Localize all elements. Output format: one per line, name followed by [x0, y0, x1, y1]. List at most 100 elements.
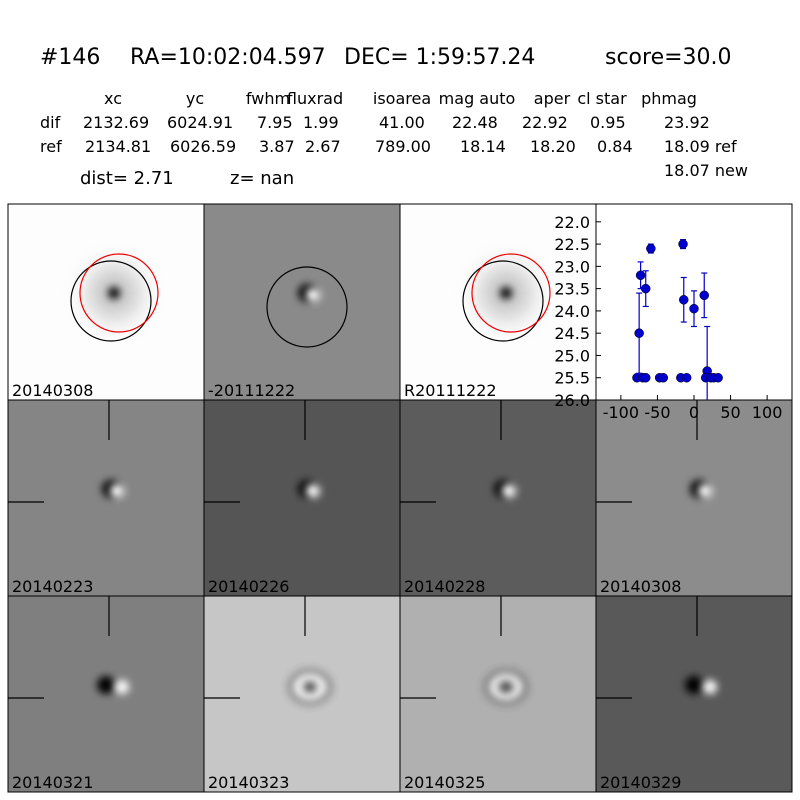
column-header: phmag [641, 89, 697, 108]
source-dark [97, 676, 115, 694]
y-tick-label: 24.0 [554, 302, 590, 321]
column-header: fluxrad [287, 89, 343, 108]
data-point [713, 372, 723, 383]
column-header: isoarea [373, 89, 431, 108]
source-ring-dark [288, 669, 332, 705]
column-header: cl star [577, 89, 627, 108]
source-ring-dark [484, 669, 528, 705]
source-bright [115, 680, 129, 694]
source [108, 287, 120, 299]
panel-background [203, 203, 401, 401]
y-tick-label: 22.5 [554, 235, 590, 254]
data-point [681, 372, 692, 383]
panel-label: 20140226 [208, 577, 289, 596]
data-point [646, 243, 656, 254]
source-bright [306, 484, 320, 498]
image-panel: 20140223 [7, 399, 205, 597]
column-header: aper [534, 89, 571, 108]
cell: 6026.59 [170, 137, 236, 156]
row-label: ref [40, 137, 62, 156]
panel-background [203, 399, 401, 597]
column-header: fwhm [246, 89, 290, 108]
image-panel: R20111222 [399, 203, 597, 401]
panel-label: 20140321 [12, 773, 93, 792]
x-tick-label: -50 [644, 403, 670, 422]
data-point [640, 283, 651, 294]
cell: 2132.69 [83, 113, 149, 132]
dec: DEC= 1:59:57.24 [344, 45, 535, 70]
aperture-black [462, 260, 544, 342]
image-panel: 20140323 [203, 595, 401, 793]
y-tick-label: 25.0 [554, 346, 590, 365]
x-tick-label: 50 [720, 403, 740, 422]
data-point [678, 239, 688, 249]
panel-label: 20140223 [12, 577, 93, 596]
aperture-black [70, 260, 152, 342]
column-header: mag auto [439, 89, 516, 108]
x-tick-label: 0 [689, 403, 699, 422]
source-bright [110, 484, 124, 498]
cell: 6024.91 [167, 113, 233, 132]
cell: 22.48 [452, 113, 498, 132]
source-bright [502, 484, 516, 498]
column-header: yc [186, 89, 204, 108]
plot-area [632, 239, 723, 400]
image-panel: 20140325 [399, 595, 597, 793]
cell: 3.87 [259, 137, 295, 156]
image-panel: -20111222 [203, 203, 401, 401]
source-ring [489, 673, 523, 701]
cell: 2.67 [305, 137, 341, 156]
panel-background [7, 399, 205, 597]
y-tick-label: 23.0 [554, 257, 590, 276]
source-ring [293, 673, 327, 701]
cell: 18.09 ref [664, 137, 737, 156]
x-tick-label: -100 [603, 403, 639, 422]
data-point [634, 328, 644, 338]
phmag-new: 18.07 new [664, 161, 748, 180]
image-panel: 20140308 [7, 203, 205, 401]
panel-label: 20140325 [404, 773, 485, 792]
cell: 18.14 [460, 137, 506, 156]
column-header: xc [104, 89, 122, 108]
cell: 18.20 [530, 137, 576, 156]
cell: 0.95 [590, 113, 626, 132]
image-panel: 20140321 [7, 595, 205, 793]
row-label: dif [40, 113, 61, 132]
aperture-red [471, 253, 551, 333]
panel-background [595, 399, 793, 597]
panel-label: 20140329 [600, 773, 681, 792]
data-point [699, 290, 709, 301]
data-point [658, 372, 669, 383]
source-bright [306, 288, 320, 302]
x-tick-label: 100 [752, 403, 783, 422]
y-tick-label: 23.5 [554, 280, 590, 299]
object-id: #146 [40, 45, 100, 70]
source-dark [685, 676, 703, 694]
cell: 1.99 [303, 113, 339, 132]
ra: RA=10:02:04.597 [130, 45, 326, 70]
cell: 23.92 [664, 113, 710, 132]
source-bright [698, 484, 712, 498]
panel-background [399, 399, 597, 597]
panel-label: 20140308 [12, 381, 93, 400]
panel-label: 20140323 [208, 773, 289, 792]
cell: 0.84 [597, 137, 633, 156]
redshift: z= nan [230, 168, 294, 189]
cell: 789.00 [375, 137, 431, 156]
source-core [306, 683, 314, 691]
cell: 7.95 [257, 113, 293, 132]
image-panel: 20140308 [595, 399, 793, 597]
source-core [502, 683, 510, 691]
data-point [640, 372, 651, 383]
y-tick-label: 26.0 [554, 391, 590, 410]
data-point [689, 303, 699, 314]
panel-label: 20140228 [404, 577, 485, 596]
dist: dist= 2.71 [80, 168, 174, 189]
data-point [679, 295, 689, 305]
image-panel: 20140329 [595, 595, 793, 793]
y-tick-label: 25.5 [554, 369, 590, 388]
data-point [635, 270, 646, 281]
image-panel: 20140226 [203, 399, 401, 597]
